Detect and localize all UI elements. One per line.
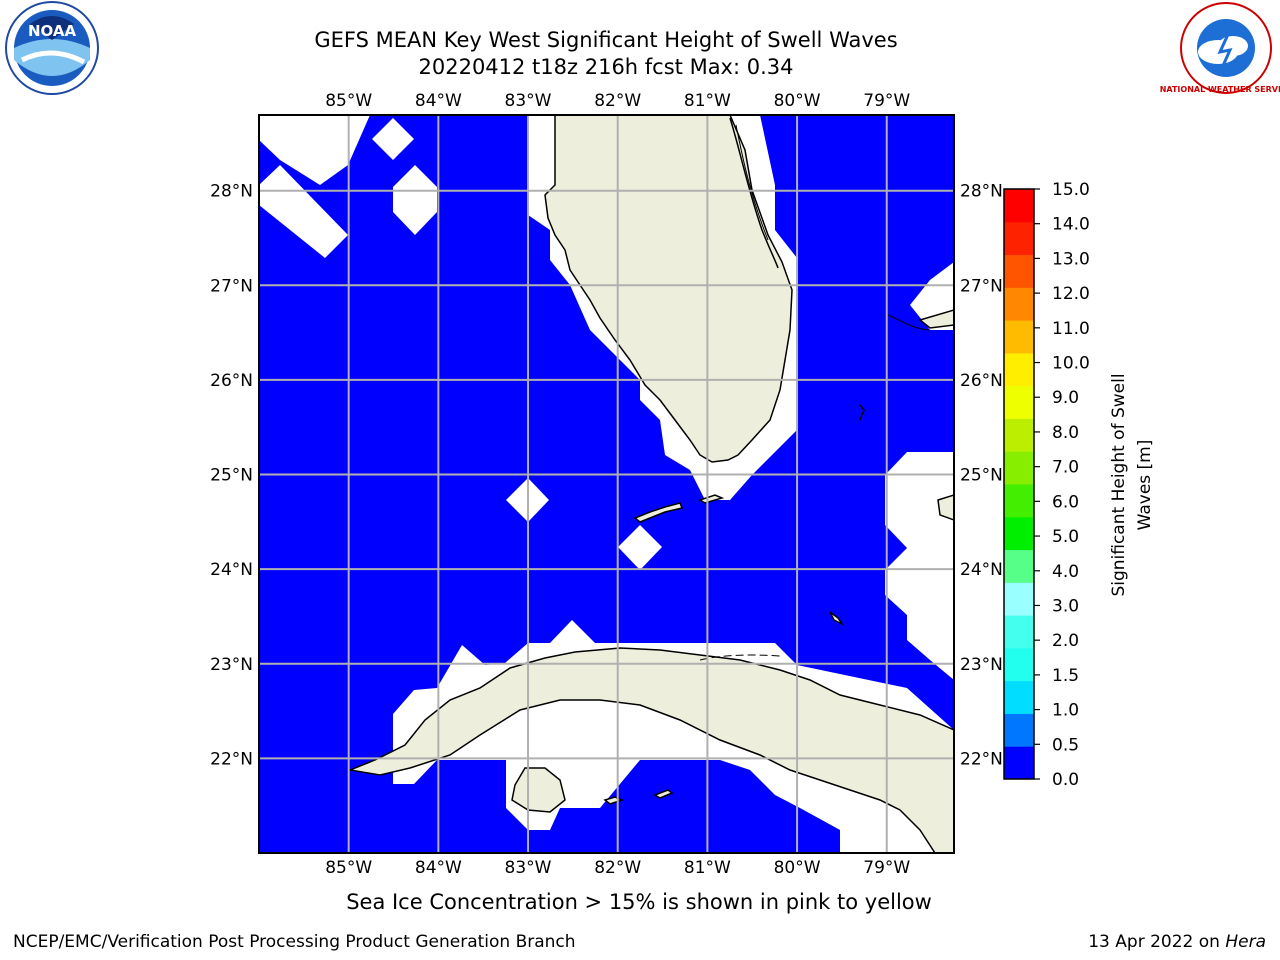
colorbar-swatch [1004,647,1034,682]
colorbar-tick-label: 5.0 [1052,527,1079,547]
nws-logo-text: NATIONAL WEATHER SERVICE [1160,85,1280,94]
colorbar-tick-label: 4.0 [1052,562,1079,582]
colorbar-tick-label: 14.0 [1052,215,1090,235]
colorbar-swatch [1004,615,1034,649]
chart-subtitle: 20220412 t18z 216h fcst Max: 0.34 [418,55,794,79]
lon-tick-label: 82°W [594,858,641,878]
sea-ice-note: Sea Ice Concentration > 15% is shown in … [346,890,932,914]
colorbar-tick-label: 10.0 [1052,354,1090,374]
lon-tick-label: 85°W [325,91,372,111]
lat-tick-label: 25°N [960,466,1003,486]
producer-credit: NCEP/EMC/Verification Post Processing Pr… [13,932,576,952]
colorbar-swatch [1004,352,1034,387]
colorbar-tick-label: 0.0 [1052,770,1079,790]
colorbar-swatch [1004,582,1034,616]
date-stamp: 13 Apr 2022 on Hera [1088,932,1266,952]
colorbar-swatch [1004,221,1034,256]
colorbar: 0.0 0.5 1.0 1.5 2.0 3.0 4.0 5.0 6.0 7.0 8.0 9.0 10.0… [1003,180,1090,790]
lat-tick-label: 26°N [210,371,253,391]
lat-tick-label: 28°N [210,182,253,202]
colorbar-swatch [1004,320,1034,354]
colorbar-tick-label: 13.0 [1052,249,1090,269]
lat-tick-label: 23°N [960,655,1003,675]
lat-tick-label: 25°N [210,466,253,486]
colorbar-tick-label: 11.0 [1052,319,1090,339]
colorbar-frame [1003,188,1035,780]
lon-tick-label: 84°W [415,858,462,878]
lat-tick-label: 27°N [960,276,1003,296]
lon-tick-label: 80°W [774,858,821,878]
colorbar-label-line2: Waves [m] [1135,440,1155,531]
lon-tick-label: 83°W [505,91,552,111]
map-axis-labels: 85°W 85°W 84°W 84°W 83°W 83°W 82°W 82°W 81°W 81°W… [210,91,1003,878]
lon-tick-label: 85°W [325,858,372,878]
lon-tick-label: 82°W [594,91,641,111]
lat-tick-label: 28°N [960,182,1003,202]
colorbar-swatch [1004,418,1034,452]
lat-tick-label: 24°N [960,560,1003,580]
colorbar-tick-label: 3.0 [1052,596,1079,616]
noaa-logo: NOAA [5,1,99,95]
lon-tick-label: 84°W [415,91,462,111]
colorbar-swatch [1004,484,1034,518]
lat-tick-label: 23°N [210,655,253,675]
colorbar-swatch [1004,189,1034,223]
colorbar-tick-label: 2.0 [1052,631,1079,651]
colorbar-tick-label: 8.0 [1052,423,1079,443]
lon-tick-label: 81°W [684,858,731,878]
colorbar-swatch [1004,451,1034,485]
host-name: Hera [1225,932,1266,952]
lon-tick-label: 80°W [774,91,821,111]
colorbar-swatch [1004,746,1034,780]
colorbar-swatch [1004,385,1034,419]
lon-tick-label: 79°W [863,91,910,111]
colorbar-tick-label: 7.0 [1052,458,1079,478]
lon-tick-label: 83°W [505,858,552,878]
nws-logo: NATIONAL WEATHER SERVICE [1160,2,1280,94]
chart-title: GEFS MEAN Key West Significant Height of… [314,28,898,52]
noaa-logo-text: NOAA [28,22,77,40]
lon-tick-label: 81°W [684,91,731,111]
lat-tick-label: 26°N [960,371,1003,391]
map-frame [258,114,955,854]
colorbar-tick-label: 15.0 [1052,180,1090,200]
date-text: 13 Apr 2022 on [1088,932,1226,952]
colorbar-tick-label: 6.0 [1052,492,1079,512]
colorbar-swatch [1004,516,1034,551]
colorbar-tick-label: 9.0 [1052,388,1079,408]
colorbar-swatch [1004,287,1034,321]
lat-tick-label: 22°N [960,749,1003,769]
colorbar-swatch [1004,254,1034,288]
map-gridlines [259,115,954,853]
colorbar-tick-label: 1.5 [1052,666,1079,686]
colorbar-swatch [1004,680,1034,714]
lat-tick-label: 27°N [210,276,253,296]
colorbar-label-line1: Significant Height of Swell [1109,373,1129,596]
lat-tick-label: 24°N [210,560,253,580]
colorbar-tick-label: 0.5 [1052,735,1079,755]
lat-tick-label: 22°N [210,749,253,769]
land-areas [347,115,954,853]
colorbar-swatch [1004,713,1034,747]
colorbar-tick-label: 12.0 [1052,284,1090,304]
colorbar-swatch [1004,549,1034,583]
colorbar-tick-label: 1.0 [1052,701,1079,721]
lon-tick-label: 79°W [863,858,910,878]
